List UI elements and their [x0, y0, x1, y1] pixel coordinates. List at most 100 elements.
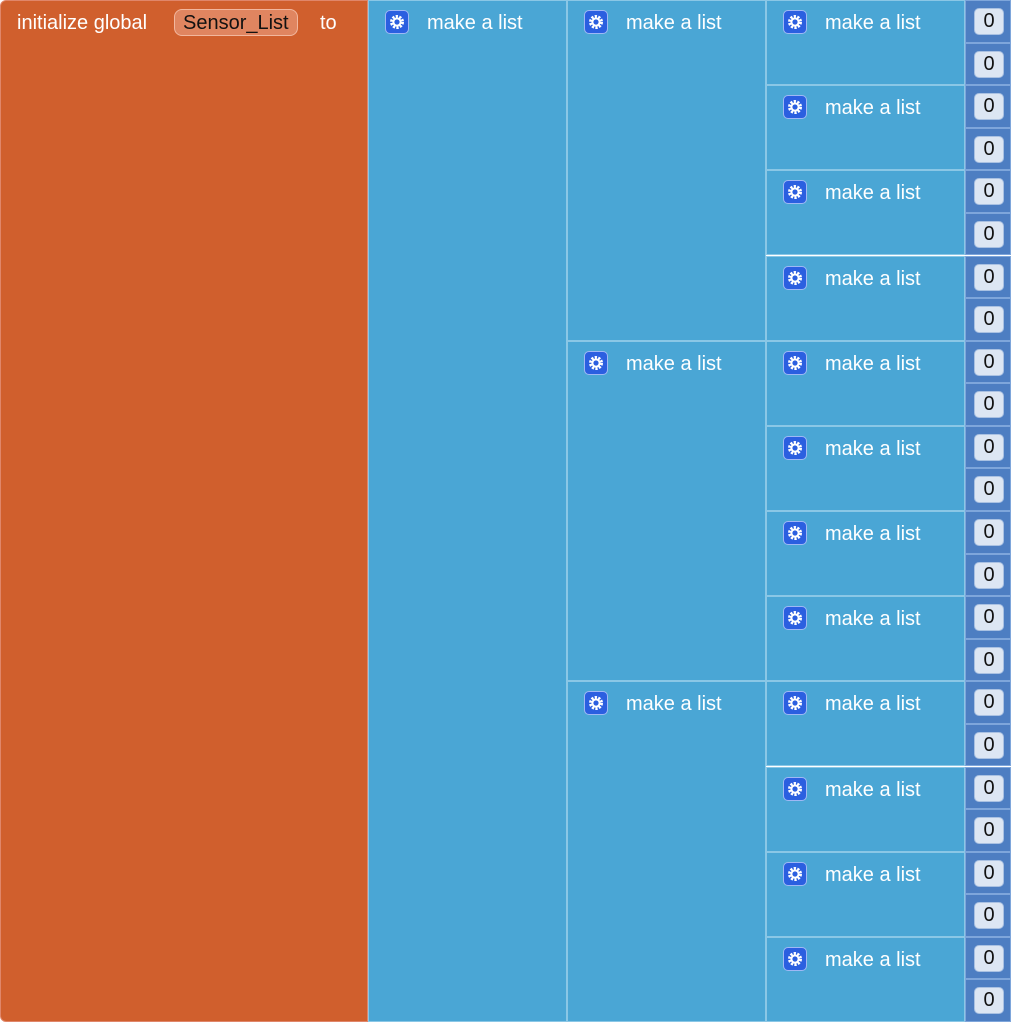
number-field[interactable]: 0	[974, 561, 1004, 589]
number-block[interactable]: 0	[965, 468, 1011, 511]
block-label: make a list	[825, 12, 921, 34]
number-field[interactable]: 0	[974, 859, 1004, 887]
make-a-list-block[interactable]: make a list	[567, 681, 766, 1022]
number-field[interactable]: 0	[974, 902, 1004, 930]
number-field[interactable]: 0	[974, 433, 1004, 461]
init-label: initialize global	[17, 12, 148, 34]
make-a-list-block[interactable]: make a list	[766, 596, 965, 682]
mutator-gear-icon[interactable]	[783, 180, 807, 205]
number-field[interactable]: 0	[974, 220, 1004, 248]
block-label: make a list	[626, 352, 722, 375]
number-block[interactable]: 0	[965, 212, 1011, 256]
number-block[interactable]: 0	[965, 170, 1011, 213]
mutator-gear-icon[interactable]	[783, 435, 807, 460]
mutator-gear-icon[interactable]	[783, 606, 807, 631]
number-field[interactable]: 0	[974, 306, 1004, 334]
number-block[interactable]: 0	[965, 127, 1011, 171]
mutator-gear-icon[interactable]	[783, 861, 807, 886]
block-label: make a list	[825, 267, 921, 290]
mutator-gear-icon[interactable]	[584, 691, 608, 716]
mutator-gear-icon[interactable]	[385, 10, 409, 34]
number-field[interactable]: 0	[974, 987, 1004, 1015]
number-field[interactable]: 0	[974, 135, 1004, 163]
block-label: make a list	[825, 693, 921, 716]
number-block[interactable]: 0	[965, 596, 1011, 639]
number-block[interactable]: 0	[965, 638, 1011, 682]
block-label: make a list	[825, 778, 921, 801]
mutator-gear-icon[interactable]	[584, 10, 608, 34]
make-a-list-block[interactable]: make a list	[766, 766, 965, 852]
mutator-gear-icon[interactable]	[783, 265, 807, 290]
number-field[interactable]: 0	[974, 476, 1004, 504]
variable-name-field[interactable]: Sensor_List	[174, 9, 298, 36]
number-field[interactable]: 0	[974, 50, 1004, 78]
block-label: make a list	[825, 523, 921, 545]
mutator-gear-icon[interactable]	[783, 691, 807, 716]
make-a-list-block[interactable]: make a list	[766, 340, 965, 426]
block-label: make a list	[825, 863, 921, 886]
block-label: make a list	[825, 437, 921, 460]
initialize-global-block[interactable]: initialize global Sensor_List to	[0, 0, 368, 1022]
number-block[interactable]: 0	[965, 85, 1011, 128]
number-field[interactable]: 0	[974, 646, 1004, 674]
make-a-list-block[interactable]: make a list	[567, 0, 766, 341]
mutator-gear-icon[interactable]	[783, 95, 807, 120]
number-field[interactable]: 0	[974, 8, 1004, 35]
make-a-list-block[interactable]: make a list	[766, 170, 965, 256]
number-field[interactable]: 0	[974, 689, 1004, 717]
make-a-list-block[interactable]: make a list	[766, 936, 965, 1022]
mutator-gear-icon[interactable]	[584, 350, 608, 375]
number-block[interactable]: 0	[965, 42, 1011, 86]
number-block[interactable]: 0	[965, 511, 1011, 554]
number-field[interactable]: 0	[974, 604, 1004, 632]
number-block[interactable]: 0	[965, 979, 1011, 1022]
make-a-list-block[interactable]: make a list	[766, 425, 965, 511]
number-block[interactable]: 0	[965, 851, 1011, 895]
block-label: make a list	[427, 12, 523, 34]
make-a-list-block[interactable]: make a list	[567, 340, 766, 682]
block-label: make a list	[626, 12, 722, 34]
number-field[interactable]: 0	[974, 263, 1004, 291]
number-field[interactable]: 0	[974, 391, 1004, 419]
number-field[interactable]: 0	[974, 348, 1004, 376]
block-label: make a list	[825, 608, 921, 631]
make-a-list-block[interactable]: make a list	[368, 0, 567, 1022]
number-block[interactable]: 0	[965, 298, 1011, 341]
mutator-gear-icon[interactable]	[783, 521, 807, 545]
make-a-list-block[interactable]: make a list	[766, 255, 965, 341]
make-a-list-block[interactable]: make a list	[766, 681, 965, 767]
to-label: to	[320, 12, 337, 34]
number-field[interactable]: 0	[974, 93, 1004, 121]
mutator-gear-icon[interactable]	[783, 350, 807, 375]
make-a-list-block[interactable]: make a list	[766, 85, 965, 171]
number-field[interactable]: 0	[974, 817, 1004, 845]
number-block[interactable]: 0	[965, 425, 1011, 469]
number-field[interactable]: 0	[974, 519, 1004, 546]
number-block[interactable]: 0	[965, 0, 1011, 43]
mutator-gear-icon[interactable]	[783, 10, 807, 34]
number-block[interactable]: 0	[965, 723, 1011, 767]
block-label: make a list	[825, 182, 921, 205]
number-block[interactable]: 0	[965, 255, 1011, 299]
block-label: make a list	[825, 352, 921, 375]
number-block[interactable]: 0	[965, 894, 1011, 937]
mutator-gear-icon[interactable]	[783, 946, 807, 971]
number-field[interactable]: 0	[974, 178, 1004, 206]
make-a-list-block[interactable]: make a list	[766, 851, 965, 937]
mutator-gear-icon[interactable]	[783, 776, 807, 801]
number-field[interactable]: 0	[974, 774, 1004, 802]
make-a-list-block[interactable]: make a list	[766, 511, 965, 597]
number-block[interactable]: 0	[965, 553, 1011, 597]
number-block[interactable]: 0	[965, 681, 1011, 724]
number-block[interactable]: 0	[965, 383, 1011, 426]
block-label: make a list	[825, 948, 921, 971]
number-field[interactable]: 0	[974, 944, 1004, 972]
number-block[interactable]: 0	[965, 809, 1011, 852]
number-field[interactable]: 0	[974, 731, 1004, 759]
number-block[interactable]: 0	[965, 766, 1011, 810]
block-label: make a list	[825, 97, 921, 120]
number-block[interactable]: 0	[965, 936, 1011, 980]
number-block[interactable]: 0	[965, 340, 1011, 384]
make-a-list-block[interactable]: make a list	[766, 0, 965, 86]
